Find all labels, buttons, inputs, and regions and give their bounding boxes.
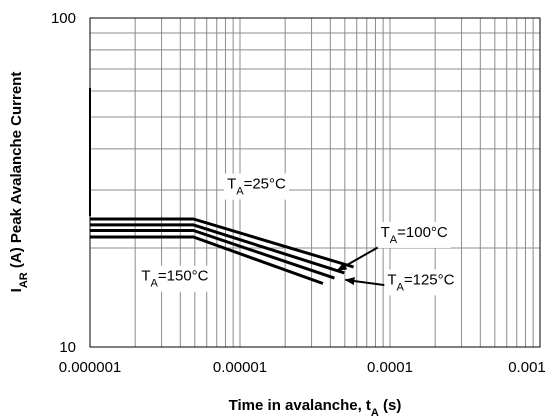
annotation-100: TA=100°C <box>336 221 451 272</box>
plot-frame <box>89 17 541 348</box>
series-line-150 <box>90 235 324 285</box>
annotation-150: TA=150°C <box>138 265 212 292</box>
annotation-label-25: TA=25°C <box>227 176 286 198</box>
series-group <box>90 217 355 285</box>
series-line-25 <box>90 217 355 269</box>
annotation-label-100: TA=100°C <box>381 224 448 246</box>
annotation-bg-25 <box>224 173 290 200</box>
annotation-25: TA=25°C <box>224 173 290 200</box>
y-axis-title: IAR (A) Peak Avalanche Current <box>8 72 30 293</box>
series-line-125 <box>90 229 335 280</box>
annotation-bg-100 <box>377 221 451 248</box>
annotation-arrow-100 <box>336 244 382 272</box>
series-line-100 <box>90 223 345 275</box>
y-tick-label: 10 <box>59 339 76 356</box>
x-axis-title: Time in avalanche, tA (s) <box>229 397 402 418</box>
y-tick-label: 100 <box>51 10 76 27</box>
y-tick-labels: 10 100 <box>51 10 76 356</box>
x-tick-label: 0.00001 <box>213 359 267 376</box>
annotation-label-125: TA=125°C <box>387 271 454 293</box>
x-tick-label: 0.0001 <box>367 359 413 376</box>
grid <box>90 18 540 347</box>
x-tick-label: 0.001 <box>508 359 546 376</box>
annotation-label-150: TA=150°C <box>141 268 208 290</box>
x-tick-label: 0.000001 <box>59 359 122 376</box>
annotation-bg-150 <box>138 265 212 292</box>
annotations: TA=25°C TA=100°C TA=125°C TA=150°C <box>138 173 458 296</box>
annotation-125: TA=125°C <box>344 269 458 296</box>
annotation-bg-125 <box>384 269 458 296</box>
annotation-arrow-125 <box>344 277 387 287</box>
x-tick-labels: 0.000001 0.00001 0.0001 0.001 <box>59 359 546 376</box>
